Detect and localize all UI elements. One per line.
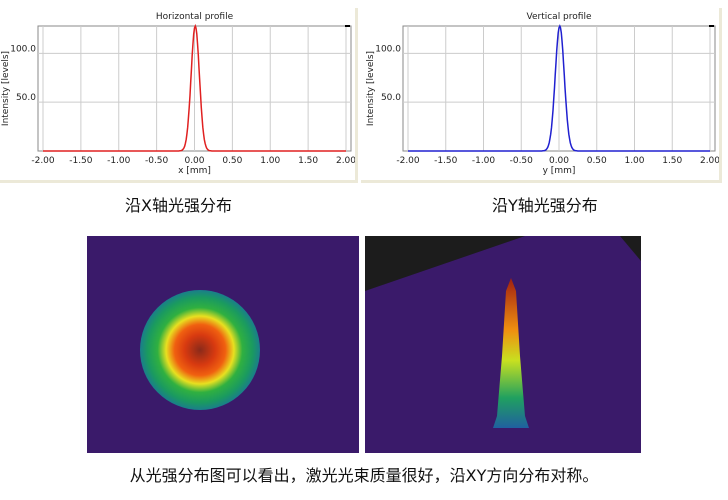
profile-line-horizontal: [43, 23, 346, 152]
x-tick-label: -1.50: [69, 156, 93, 166]
x-tick-label: 0.00: [549, 156, 569, 166]
y-axis-label: Intensity [levels]: [1, 51, 11, 126]
beam-spot-2d-image: [87, 236, 359, 453]
x-tick-label: -1.00: [472, 156, 496, 166]
x-tick-label: 1.00: [260, 156, 280, 166]
vertical-profile-panel: Vertical profile -2.00 -1.50 -1.00 -0.50 0.00…: [361, 8, 722, 183]
vertical-caption: 沿Y轴光强分布: [492, 196, 598, 215]
x-tick-label: 1.00: [624, 156, 644, 166]
horizontal-profile-panel: Horizontal profile -2.00 -1.50 -1.00 -0.50 0.…: [0, 8, 358, 183]
x-tick-label: 2.00: [336, 156, 355, 166]
x-tick-label: 1.50: [662, 156, 682, 166]
conclusion-caption: 从光强分布图可以看出，激光光束质量很好，沿XY方向分布对称。: [129, 466, 599, 485]
beam-3d-image: [365, 236, 641, 453]
vertical-profile-chart: Vertical profile -2.00 -1.50 -1.00 -0.50 0.00…: [366, 12, 719, 176]
x-tick-label: 1.50: [298, 156, 318, 166]
x-tick-label: -1.50: [434, 156, 458, 166]
horizontal-caption: 沿X轴光强分布: [125, 196, 232, 215]
y-tick-label: 50.0: [16, 93, 36, 103]
x-tick-label: -1.00: [107, 156, 131, 166]
x-tick-label: 0.50: [222, 156, 242, 166]
x-tick-label: 0.50: [587, 156, 607, 166]
y-tick-label: 100.0: [375, 44, 401, 54]
corner-marker: [709, 25, 714, 27]
y-axis-label: Intensity [levels]: [366, 51, 376, 126]
x-tick-label: -0.50: [510, 156, 534, 166]
profile-line-vertical: [408, 24, 710, 152]
x-tick-label: 0.00: [184, 156, 204, 166]
chart-title: Horizontal profile: [156, 12, 234, 22]
corner-marker: [345, 25, 350, 27]
horizontal-profile-chart: Horizontal profile -2.00 -1.50 -1.00 -0.50 0.…: [1, 12, 355, 176]
x-axis-label: x [mm]: [178, 166, 211, 176]
x-tick-label: -2.00: [396, 156, 420, 166]
x-axis-label: y [mm]: [543, 166, 576, 176]
chart-title: Vertical profile: [527, 12, 592, 22]
x-tick-label: -2.00: [31, 156, 55, 166]
y-tick-label: 50.0: [381, 93, 401, 103]
x-tick-label: -0.50: [145, 156, 169, 166]
x-tick-label: 2.00: [700, 156, 719, 166]
y-tick-label: 100.0: [10, 44, 36, 54]
